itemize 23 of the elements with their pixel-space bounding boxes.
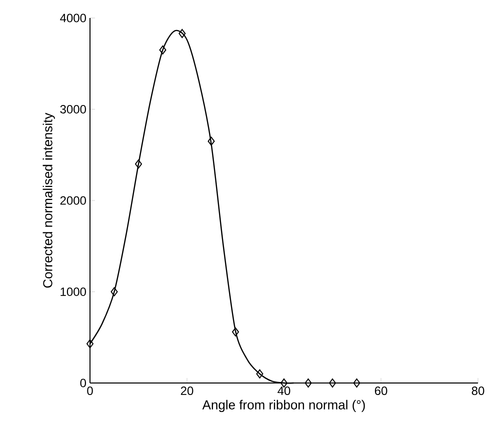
y-tick-label: 2000	[60, 196, 86, 205]
x-tick-label: 40	[278, 386, 290, 396]
x-tick-label: 20	[180, 386, 194, 396]
x-tick-label: 0	[87, 386, 93, 396]
x-tick-label: 60	[374, 386, 388, 396]
y-tick-label: 1000	[60, 288, 86, 296]
point	[159, 45, 166, 54]
point	[110, 287, 118, 296]
y-tick-label: 3000	[60, 105, 86, 114]
x-tick-label: 80	[472, 386, 484, 396]
y-axis-title: Corrected normalised intensity	[42, 112, 55, 288]
point	[208, 136, 215, 146]
x-axis-title: Angle from ribbon normal (°)	[202, 400, 365, 412]
point	[353, 378, 360, 388]
y-tick-label: 0	[80, 378, 86, 388]
point	[86, 339, 94, 348]
point	[256, 369, 264, 378]
point	[135, 160, 142, 168]
point	[232, 327, 239, 336]
point	[328, 378, 336, 388]
y-tick-label: 4000	[60, 14, 86, 22]
point	[304, 378, 312, 388]
point	[178, 29, 186, 38]
